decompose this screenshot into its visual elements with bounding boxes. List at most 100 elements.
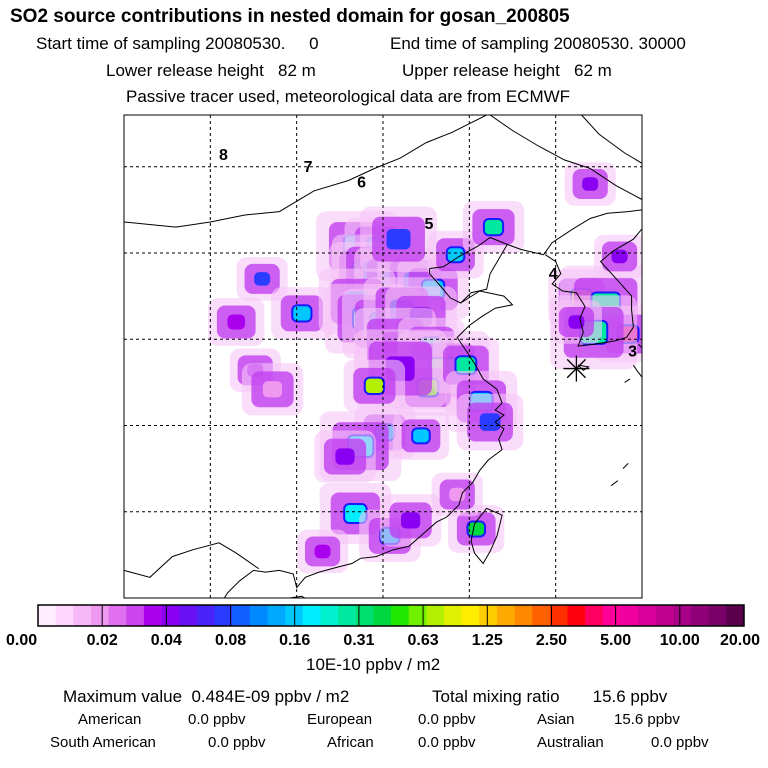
colorbar-swatch <box>126 605 145 626</box>
heatmap-cells <box>208 162 642 574</box>
coastline-path <box>624 378 631 383</box>
colorbar-swatch <box>655 605 674 626</box>
heatmap-cell <box>254 272 271 286</box>
chart-title: SO2 source contributions in nested domai… <box>10 6 570 27</box>
colorbar-swatch <box>38 605 57 626</box>
colorbar-swatch <box>73 605 92 626</box>
region-label: 5 <box>424 216 433 233</box>
colorbar-swatch <box>143 605 162 626</box>
colorbar-swatch <box>267 605 286 626</box>
colorbar-swatch <box>726 605 745 626</box>
footprint-map-figure: 8 7 6 5 4 3 0.00 0.02 0.04 0.08 0.16 0.31 0.63 1.25 2… <box>6 114 760 649</box>
colorbar <box>37 604 745 627</box>
colorbar-tick-label: 0.02 <box>87 632 118 649</box>
region-label: 8 <box>219 147 228 164</box>
colorbar-tick-label: 20.00 <box>720 632 760 649</box>
region-value-australian: 0.0 ppbv <box>651 734 709 751</box>
coastline-path <box>489 115 642 200</box>
upper-release-height: Upper release height 62 m <box>402 61 612 80</box>
region-name-european: European <box>307 711 373 728</box>
colorbar-frame <box>37 604 745 627</box>
colorbar-swatch <box>232 605 251 626</box>
colorbar-tick-label: 0.63 <box>408 632 439 649</box>
heatmap-cell <box>335 448 355 465</box>
coastline-path <box>223 290 514 598</box>
heatmap-cell <box>363 376 385 395</box>
colorbar-swatch <box>691 605 710 626</box>
coastline-path <box>470 507 503 565</box>
coastline-path <box>545 228 642 347</box>
heatmap-cell <box>611 249 628 264</box>
colorbar-swatch <box>355 605 374 626</box>
colorbar-tick-label: 0.00 <box>6 632 37 649</box>
heatmap-cell <box>466 520 487 538</box>
colorbar-swatch <box>461 605 480 626</box>
data-source-note: Passive tracer used, meteorological data… <box>126 87 571 106</box>
region-label: 7 <box>304 159 313 176</box>
colorbar-swatch <box>196 605 215 626</box>
coastline-path <box>610 480 619 487</box>
heatmap-cell <box>386 229 411 250</box>
receptor-marker <box>563 355 590 382</box>
colorbar-swatch <box>249 605 268 626</box>
colorbar-swatch <box>302 605 321 626</box>
heatmap-cell <box>568 315 585 329</box>
heatmap-cell <box>262 381 283 398</box>
region-value-european: 0.0 ppbv <box>418 711 476 728</box>
coastline-path <box>429 268 491 304</box>
coastline-path <box>429 236 509 274</box>
colorbar-swatch <box>443 605 462 626</box>
heatmap-cell <box>582 177 599 191</box>
region-name-american: American <box>78 711 142 728</box>
colorbar-swatch <box>214 605 233 626</box>
coastline-path <box>507 209 642 256</box>
total-mixing-ratio: Total mixing ratio 15.6 ppbv <box>432 687 668 706</box>
colorbar-swatch <box>638 605 657 626</box>
colorbar-swatch <box>320 605 339 626</box>
colorbar-tick-label: 0.31 <box>343 632 374 649</box>
heatmap-cell <box>482 217 505 237</box>
heatmap-cell <box>401 512 421 529</box>
colorbar-swatch <box>55 605 74 626</box>
plot-frame <box>123 114 643 599</box>
lower-release-height: Lower release height 82 m <box>106 61 316 80</box>
coastline-path <box>124 542 259 578</box>
region-name-asian: Asian <box>537 711 575 728</box>
colorbar-swatch <box>602 605 621 626</box>
colorbar-tick-label: 0.08 <box>215 632 246 649</box>
heatmap-cell <box>449 487 466 502</box>
coastline-path <box>581 115 642 164</box>
receptor-star-line <box>566 358 587 379</box>
colorbar-swatch <box>161 605 180 626</box>
colorbar-tick-label: 1.25 <box>472 632 503 649</box>
colorbar-unit-label: 10E-10 ppbv / m2 <box>306 655 441 674</box>
region-labels: 8 7 6 5 4 3 <box>219 147 637 361</box>
colorbar-swatch <box>373 605 392 626</box>
colorbar-swatch <box>567 605 586 626</box>
region-value-african: 0.0 ppbv <box>418 734 476 751</box>
colorbar-swatch <box>108 605 127 626</box>
colorbar-swatch <box>285 605 304 626</box>
coastlines <box>124 115 642 598</box>
colorbar-swatch <box>532 605 551 626</box>
colorbar-swatch <box>620 605 639 626</box>
end-time: End time of sampling 20080530. 30000 <box>390 34 686 53</box>
colorbar-swatch <box>338 605 357 626</box>
colorbar-swatch <box>391 605 410 626</box>
colorbar-tick-label: 5.00 <box>600 632 631 649</box>
colorbar-swatch <box>408 605 427 626</box>
region-value-asian: 15.6 ppbv <box>614 711 680 728</box>
heatmap-cell <box>314 544 331 559</box>
region-label: 3 <box>628 344 637 361</box>
coastline-path <box>124 115 487 228</box>
colorbar-swatch <box>585 605 604 626</box>
region-label: 4 <box>549 266 558 283</box>
colorbar-swatch <box>90 605 109 626</box>
colorbar-swatch <box>426 605 445 626</box>
colorbar-tick-label: 10.00 <box>660 632 700 649</box>
colorbar-tick-label: 2.50 <box>536 632 567 649</box>
grid-lines <box>124 115 642 598</box>
region-value-american: 0.0 ppbv <box>188 711 246 728</box>
colorbar-swatch <box>708 605 727 626</box>
colorbar-swatch <box>179 605 198 626</box>
